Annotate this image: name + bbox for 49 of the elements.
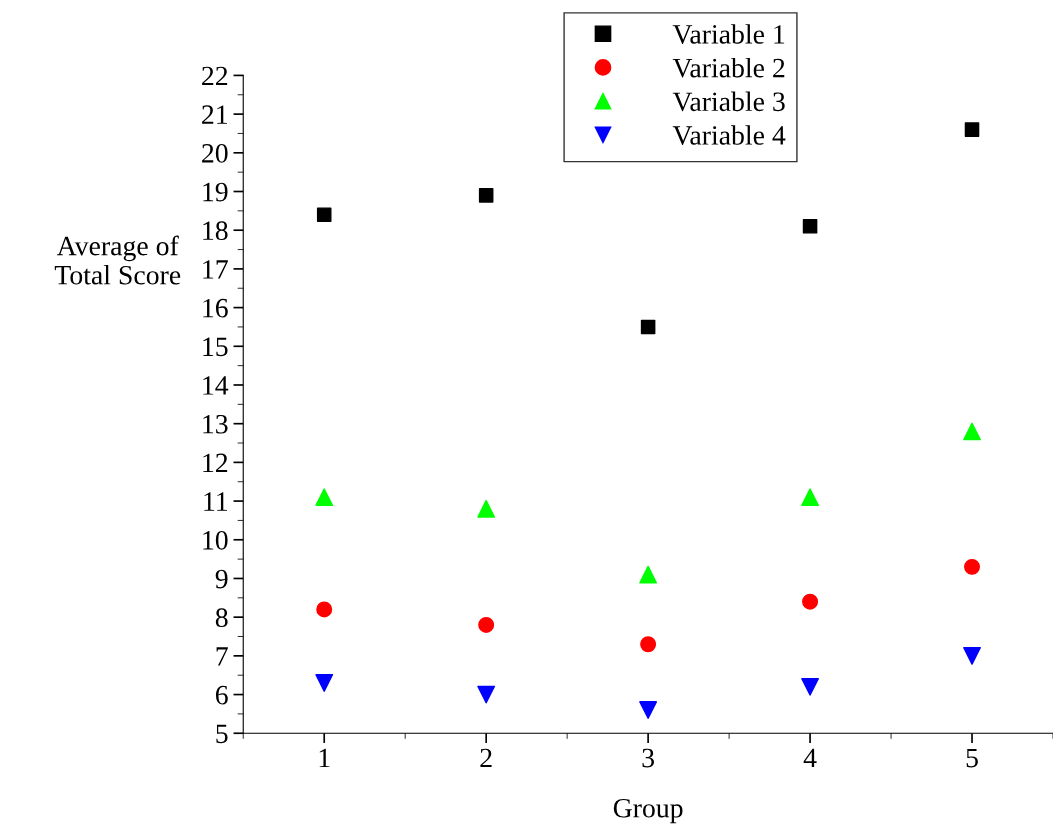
point [964, 122, 980, 137]
point [802, 593, 819, 610]
y-tick-label: 7 [216, 647, 228, 666]
point [963, 422, 981, 441]
point [478, 616, 495, 633]
point [478, 188, 494, 203]
point [801, 677, 819, 696]
y-tick-label: 20 [202, 143, 228, 163]
x-tick-label: 3 [642, 748, 654, 768]
y-tick-label: 13 [203, 414, 228, 434]
point [640, 319, 656, 335]
point [639, 701, 658, 719]
point [477, 685, 496, 704]
y-tick-label: 22 [202, 66, 228, 86]
y-axis-title: Average of Total Score [54, 235, 181, 285]
y-tick-label: 10 [203, 530, 228, 550]
point [639, 565, 658, 584]
x-tick-label: 2 [480, 748, 492, 768]
y-tick-label: 17 [203, 260, 228, 279]
point [316, 601, 333, 618]
legend-label: Variable 4 [672, 125, 786, 145]
legend-label: Variable 1 [672, 24, 785, 44]
y-tick-label: 15 [203, 337, 228, 357]
x-axis-title: Group [613, 798, 683, 824]
point [802, 219, 818, 234]
x-tick-label: 5 [966, 748, 978, 768]
y-tick-label: 9 [215, 569, 228, 589]
point [477, 499, 496, 518]
legend-label: Variable 3 [672, 91, 785, 112]
y-tick-label: 6 [215, 685, 228, 705]
point [315, 488, 334, 507]
y-tick-label: 21 [202, 105, 227, 124]
y-tick-label: 11 [204, 492, 227, 511]
x-tick-label: 1 [319, 748, 330, 768]
point [963, 646, 981, 665]
y-tick-label: 18 [203, 221, 228, 241]
legend-label: Variable 2 [672, 57, 785, 78]
y-tick-label: 5 [216, 724, 228, 744]
point [964, 558, 981, 575]
point [316, 207, 332, 223]
x-tick-label: 4 [803, 748, 817, 768]
point [640, 636, 657, 653]
point [801, 488, 819, 507]
y-tick-label: 16 [203, 298, 228, 318]
point [315, 674, 334, 692]
y-tick-label: 12 [203, 453, 228, 473]
y-tick-label: 19 [203, 182, 228, 202]
y-tick-label: 14 [203, 376, 229, 395]
y-tick-label: 8 [215, 608, 228, 628]
